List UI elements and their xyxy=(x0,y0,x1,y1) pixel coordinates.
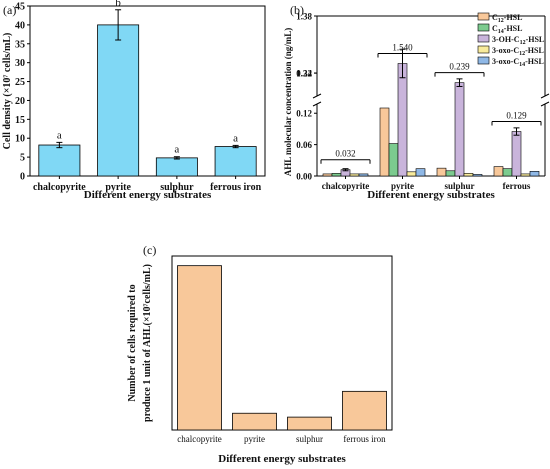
y-tick-label: 45 xyxy=(15,2,25,13)
plot-frame xyxy=(171,255,393,431)
x-tick-label: chalcopyrite xyxy=(33,182,86,193)
bar xyxy=(177,265,222,431)
bar xyxy=(502,168,513,177)
bar xyxy=(520,173,531,177)
total-label: 0.129 xyxy=(506,111,527,121)
y-tick-label: 30 xyxy=(15,58,25,69)
x-tick-label: pyrite xyxy=(391,181,414,191)
y-axis-break-mark xyxy=(312,101,322,107)
bar xyxy=(463,173,474,177)
bar xyxy=(214,146,257,177)
y-axis-label-line1: Number of cells required to xyxy=(127,284,138,401)
bar xyxy=(287,416,332,431)
x-axis-label: Different energy substrates xyxy=(367,189,495,201)
legend-label: C14-HSL xyxy=(492,24,522,35)
x-tick-label: sulphur xyxy=(160,182,194,193)
x-axis-label: Different energy substrates xyxy=(218,453,346,465)
legend-label: C12-HSL xyxy=(492,13,522,24)
legend-label: 3-oxo-C12-HSL xyxy=(492,46,544,57)
panel-b: 0.00 0.06 0.12 0.241.32 1.38 chalcopyrite 0.03… xyxy=(283,3,550,201)
x-tick-label: chalcopyrite xyxy=(177,434,221,444)
total-label: 0.032 xyxy=(335,149,355,159)
bar xyxy=(232,412,277,431)
total-label: 0.239 xyxy=(449,62,470,72)
y-tick-label: 10 xyxy=(15,134,25,145)
right-axis-break-mark xyxy=(540,101,550,107)
bar xyxy=(493,166,504,177)
y-tick-label: 5 xyxy=(20,153,25,164)
significance-letter: a xyxy=(233,132,238,144)
y-tick-label: 1.38 xyxy=(296,12,312,22)
legend-swatch xyxy=(477,34,490,43)
bar xyxy=(38,144,81,177)
panel-c: chalcopyrite pyrite sulphur ferrous iron Dif… xyxy=(127,243,393,465)
bar xyxy=(349,173,360,177)
plot-frame xyxy=(29,5,266,177)
significance-letter: a xyxy=(57,129,62,141)
x-axis-label: Different energy substrates xyxy=(84,189,212,201)
y-tick-label: 0.12 xyxy=(296,109,312,119)
panel-label: (b) xyxy=(290,3,304,17)
y-axis-label: Cell density (×10⁷ cells/mL) xyxy=(2,33,13,150)
legend-swatch xyxy=(477,56,490,65)
x-tick-label: pyrite xyxy=(244,434,265,444)
legend-swatch xyxy=(477,23,490,32)
panel-label: (a) xyxy=(3,3,16,17)
y-axis-break-mark xyxy=(312,93,322,99)
significance-letter: a xyxy=(174,144,179,156)
y-tick-label: 25 xyxy=(15,77,25,88)
axis-break-gap xyxy=(312,99,550,100)
y-tick-label: 0 xyxy=(20,172,25,183)
y-tick-label: 15 xyxy=(15,115,25,126)
bar xyxy=(406,171,417,177)
legend-label: 3-OH-C12-HSL xyxy=(492,35,544,46)
x-tick-label: ferrous iron xyxy=(343,434,386,444)
bar xyxy=(342,390,387,431)
bar xyxy=(397,63,408,177)
bar xyxy=(511,131,522,177)
bar xyxy=(415,168,426,177)
bar xyxy=(388,143,399,177)
bar xyxy=(472,174,483,177)
y-tick-label: 35 xyxy=(15,39,25,50)
x-tick-label: ferrous iron xyxy=(210,182,261,193)
panel-a: 0 5 10 15 20 25 30 35 40 45 a chalcopyrite b pyrite a s… xyxy=(2,0,266,201)
bar xyxy=(331,173,342,177)
y-tick-label: 1.32 xyxy=(296,69,312,79)
bar xyxy=(322,173,333,177)
bar xyxy=(436,167,447,177)
x-tick-label: sulphur xyxy=(296,434,323,444)
y-tick-label: 20 xyxy=(15,96,25,107)
legend-swatch xyxy=(477,45,490,54)
bar xyxy=(97,24,140,177)
right-axis-break-mark xyxy=(540,93,550,99)
x-tick-label: chalcopyrite xyxy=(322,181,370,191)
y-tick-label: 0.24 xyxy=(296,69,312,79)
bar xyxy=(379,107,390,177)
panel-label: (c) xyxy=(143,243,156,257)
bar xyxy=(529,170,540,177)
legend-label: 3-oxo-C14-HSL xyxy=(492,57,544,68)
significance-letter: b xyxy=(115,0,121,9)
x-tick-label: pyrite xyxy=(105,182,131,193)
y-tick-label: 0.06 xyxy=(296,140,312,150)
y-tick-label: 0.00 xyxy=(296,172,312,182)
legend-swatch xyxy=(477,12,490,21)
y-tick-label: 40 xyxy=(15,20,25,31)
y-axis-label-line2: produce 1 unit of AHL(×10⁷cells/mL) xyxy=(142,264,153,422)
bar xyxy=(454,82,465,177)
y-axis-label: AHL molecular concentration (ng/mL) xyxy=(283,28,293,177)
bar xyxy=(445,170,456,177)
bar xyxy=(155,157,198,177)
bar xyxy=(358,173,369,177)
total-label: 1.540 xyxy=(392,43,413,53)
x-tick-label: sulphur xyxy=(444,181,474,191)
x-tick-label: ferrous xyxy=(503,181,531,191)
